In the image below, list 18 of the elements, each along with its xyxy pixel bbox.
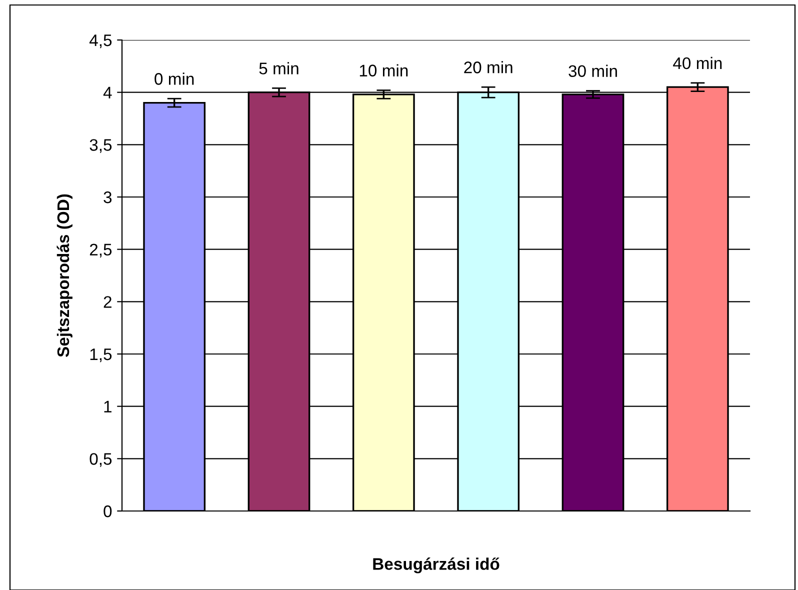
y-tick-label: 1,5	[90, 348, 112, 362]
y-tick-label: 0,5	[90, 453, 112, 467]
y-tick-label: 3,5	[90, 139, 112, 153]
y-tick-label: 2	[104, 296, 112, 308]
x-tick-label: 30 min	[568, 64, 617, 77]
x-tick-label: 20 min	[464, 61, 512, 74]
y-tick-label: 4,5	[89, 34, 112, 48]
y-tick-label: 4	[103, 86, 112, 98]
y-tick-label: 0	[104, 505, 112, 518]
y-tick-label: 2,5	[90, 244, 112, 258]
y-tick-label: 3	[104, 191, 112, 204]
x-axis-title: Besugárzási idő	[373, 558, 500, 574]
x-tick-label: 40 min	[673, 56, 722, 70]
y-axis-title: Sejtszaporodás (OD)	[56, 194, 72, 357]
x-tick-label: 0 min	[154, 72, 194, 85]
y-tick-label: 1	[104, 400, 112, 412]
x-tick-label: 5 min	[259, 62, 298, 74]
x-tick-label: 10 min	[360, 64, 408, 76]
